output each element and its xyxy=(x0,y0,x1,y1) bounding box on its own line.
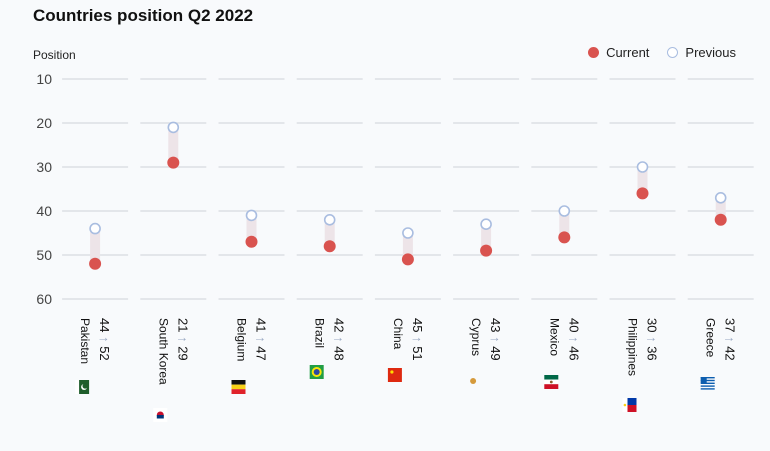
brazil-flag-icon xyxy=(309,365,324,379)
country-name-label: Mexico xyxy=(547,318,561,356)
previous-marker-icon xyxy=(667,47,679,58)
pakistan-flag-icon xyxy=(75,380,90,394)
current-point xyxy=(636,187,649,200)
position-values-label: 40 ↑ 46 xyxy=(566,318,581,361)
arrow-up-icon: ↑ xyxy=(410,336,425,346)
previous-point xyxy=(89,222,101,235)
position-values-label: 43 ↑ 49 xyxy=(488,318,503,361)
y-tick-label: 30 xyxy=(36,159,52,175)
arrow-up-icon: ↑ xyxy=(175,336,190,346)
cyprus-flag-icon xyxy=(466,375,481,389)
range-bar xyxy=(559,211,570,238)
current-point xyxy=(245,235,258,248)
range-bar xyxy=(324,219,335,247)
previous-value-label: 30 xyxy=(645,318,660,336)
current-value-label: 49 xyxy=(488,346,503,360)
y-tick-label: 10 xyxy=(36,71,52,87)
previous-point xyxy=(558,205,571,217)
previous-point xyxy=(480,218,492,230)
chart-title: Countries position Q2 2022 xyxy=(33,6,254,25)
current-point xyxy=(167,156,180,169)
range-bar xyxy=(168,127,179,163)
current-value-label: 48 xyxy=(332,346,347,360)
range-bar xyxy=(715,197,726,220)
previous-value-label: 41 xyxy=(254,318,269,336)
position-values-label: 41 ↑ 47 xyxy=(254,318,269,361)
mexico-flag-icon xyxy=(544,375,559,389)
current-point xyxy=(480,244,493,257)
previous-value-label: 42 xyxy=(332,318,347,336)
chart-legend: Current Previous xyxy=(578,45,736,60)
belgium-flag-icon xyxy=(231,380,246,394)
y-tick-label: 20 xyxy=(36,115,52,131)
legend-label-current: Current xyxy=(606,45,650,60)
previous-point xyxy=(167,121,180,134)
previous-point xyxy=(402,227,414,239)
previous-value-label: 43 xyxy=(488,318,503,336)
arrow-up-icon: ↑ xyxy=(488,336,503,346)
current-value-label: 52 xyxy=(97,346,112,360)
position-values-label: 44 ↑ 52 xyxy=(97,318,112,361)
arrow-up-icon: ↑ xyxy=(566,336,581,346)
y-tick-label: 60 xyxy=(36,291,52,307)
country-name-label: Brazil xyxy=(313,318,327,348)
y-axis-label: Position xyxy=(33,48,76,62)
current-marker-icon xyxy=(588,47,600,58)
philippines-flag-icon xyxy=(622,398,637,412)
previous-value-label: 37 xyxy=(723,318,738,336)
arrow-up-icon: ↑ xyxy=(97,336,112,346)
current-point xyxy=(714,213,727,226)
previous-point xyxy=(636,161,649,173)
position-values-label: 30 ↑ 36 xyxy=(645,318,660,361)
legend-item-previous[interactable]: Previous xyxy=(667,45,736,60)
greece-flag-icon xyxy=(700,377,715,390)
arrow-up-icon: ↑ xyxy=(723,336,738,346)
position-values-label: 37 ↑ 42 xyxy=(723,318,738,361)
y-tick-label: 40 xyxy=(36,203,52,219)
country-name-label: Pakistan xyxy=(78,318,92,364)
previous-point xyxy=(323,214,336,226)
range-bar xyxy=(90,228,101,264)
current-point xyxy=(323,240,336,253)
country-name-label: Philippines xyxy=(626,318,640,376)
current-value-label: 42 xyxy=(723,346,738,360)
y-tick-label: 50 xyxy=(36,247,52,263)
arrow-up-icon: ↑ xyxy=(254,336,269,346)
range-bar xyxy=(402,233,413,260)
country-name-label: China xyxy=(391,318,405,350)
current-point xyxy=(89,257,102,270)
previous-value-label: 40 xyxy=(566,318,581,336)
previous-point xyxy=(245,209,258,222)
previous-value-label: 44 xyxy=(97,318,112,336)
country-name-label: South Korea xyxy=(156,318,170,385)
range-bar xyxy=(246,215,257,242)
china-flag-icon xyxy=(387,368,402,382)
current-value-label: 36 xyxy=(645,346,660,360)
range-bar xyxy=(637,167,648,194)
current-value-label: 46 xyxy=(566,346,581,360)
previous-point xyxy=(714,192,727,204)
previous-value-label: 45 xyxy=(410,318,425,336)
legend-label-previous: Previous xyxy=(685,45,736,60)
position-values-label: 45 ↑ 51 xyxy=(410,318,425,361)
current-value-label: 29 xyxy=(175,346,190,360)
current-value-label: 51 xyxy=(410,346,425,360)
previous-value-label: 21 xyxy=(175,318,190,336)
position-values-label: 21 ↑ 29 xyxy=(175,318,190,361)
current-point xyxy=(401,253,414,266)
arrow-up-icon: ↑ xyxy=(332,336,347,346)
current-value-label: 47 xyxy=(254,346,269,360)
current-point xyxy=(558,231,571,244)
country-name-label: Belgium xyxy=(235,318,249,361)
range-bar xyxy=(481,224,492,251)
position-values-label: 42 ↑ 48 xyxy=(332,318,347,361)
south-korea-flag-icon xyxy=(153,408,168,422)
country-name-label: Cyprus xyxy=(469,318,483,356)
country-name-label: Greece xyxy=(704,318,718,358)
legend-item-current[interactable]: Current xyxy=(588,45,649,60)
arrow-up-icon: ↑ xyxy=(645,336,660,346)
